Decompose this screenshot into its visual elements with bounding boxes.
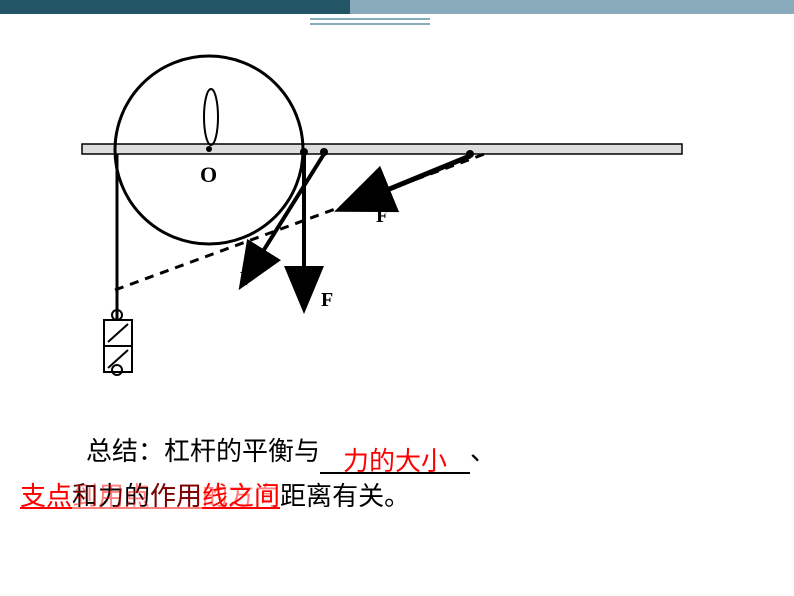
blank-1: 力的大小 — [320, 440, 470, 474]
center-ellipse — [204, 89, 218, 145]
decor-line-1 — [310, 18, 430, 20]
black-text-2: 距离 — [280, 482, 332, 511]
horizontal-bar — [82, 144, 682, 154]
physics-diagram: O F F F — [60, 40, 700, 400]
force-label-1: F — [321, 289, 333, 311]
o-label: O — [200, 162, 217, 187]
band-left — [0, 0, 350, 14]
weights — [104, 310, 132, 375]
black-text-3: 有关。 — [332, 482, 410, 511]
top-band — [0, 0, 794, 14]
decor-line-2 — [310, 23, 430, 25]
summary-suffix: 、 — [470, 437, 496, 466]
overlay-extra: 支点到用点作用的方向 — [20, 476, 280, 513]
force-label-2: F — [240, 268, 252, 290]
force-label-3: F — [376, 205, 388, 227]
summary-line-1: 总结：杠杆的平衡与力的大小、 — [60, 430, 740, 474]
force-arrow-3 — [348, 156, 470, 206]
summary-prefix: 总结：杠杆的平衡与 — [86, 437, 320, 466]
band-right — [350, 0, 794, 14]
overlay-line: 支点和力的作用线之间距离支点到用点作用的方向有关。 — [20, 476, 780, 513]
summary-text: 总结：杠杆的平衡与力的大小、 — [60, 430, 740, 480]
decor-lines — [310, 18, 430, 25]
